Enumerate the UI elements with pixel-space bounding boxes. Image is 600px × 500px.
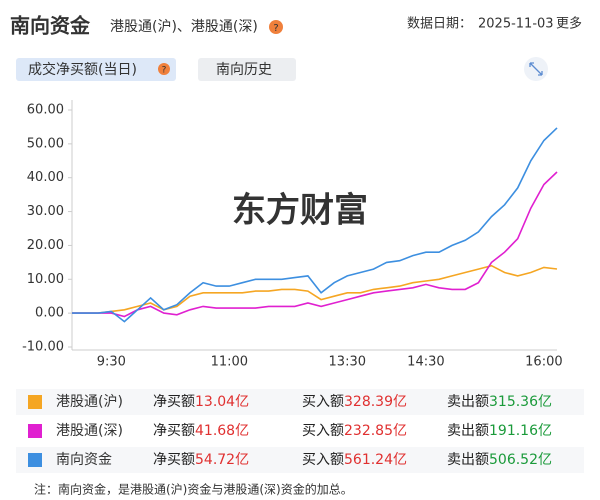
tab-active[interactable]: [16, 58, 176, 81]
table-cell: 买入额232.85亿: [302, 423, 407, 439]
y-tick-label: 20.00: [27, 238, 64, 253]
plot: 60.00 50.00 40.00 30.00 20.00 10.00 0.00 -10.00…: [22, 103, 563, 370]
table-cell: 净买额13.04亿: [153, 394, 249, 410]
table-cell: 买入额561.24亿: [302, 452, 407, 468]
x-tick-label: 9:30: [97, 355, 126, 370]
y-tick-label: -10.00: [22, 340, 64, 355]
table-cell: 卖出额506.52亿: [447, 452, 552, 468]
y-tick-label: 60.00: [27, 103, 64, 118]
x-tick-label: 11:00: [211, 355, 248, 370]
x-tick-label: 14:30: [407, 355, 444, 370]
table-cell: 净买额54.72亿: [153, 452, 249, 468]
subtitle: 港股通(沪)、港股通(深): [110, 19, 258, 35]
cell-label: 卖出额: [447, 394, 489, 410]
cell-value: 506.52亿: [489, 452, 552, 468]
table-cell: 卖出额191.16亿: [447, 423, 552, 439]
table-cell: 净买额41.68亿: [153, 423, 249, 439]
cell-value: 561.24亿: [344, 452, 407, 468]
cell-value: 191.16亿: [489, 423, 552, 439]
row-bg: [16, 418, 584, 444]
legend-label: 南向资金: [56, 452, 112, 468]
cell-label: 净买额: [153, 394, 195, 410]
cell-label: 卖出额: [447, 452, 489, 468]
cell-label: 净买额: [153, 452, 195, 468]
x-tick-label: 16:00: [525, 355, 562, 370]
tab[interactable]: [198, 58, 296, 81]
note: 注：南向资金，是港股通(沪)资金与港股通(深)资金的加总。: [34, 482, 353, 497]
legend-swatch: [28, 424, 42, 438]
cell-label: 净买额: [153, 423, 195, 439]
legend-label: 港股通(沪): [56, 394, 123, 410]
cell-value: 232.85亿: [344, 423, 407, 439]
legend-swatch: [28, 453, 42, 467]
table-cell: 卖出额315.36亿: [447, 394, 552, 410]
help-text: ?: [162, 66, 167, 76]
help-text: ?: [273, 23, 278, 34]
cell-value: 41.68亿: [195, 423, 249, 439]
date-label: 数据日期：: [407, 17, 472, 32]
cell-label: 卖出额: [447, 423, 489, 439]
tab-label: 成交净买额(当日): [28, 61, 137, 78]
y-tick-label: 30.00: [27, 204, 64, 219]
cell-label: 买入额: [302, 452, 344, 468]
cell-value: 54.72亿: [195, 452, 249, 468]
series-line: [72, 171, 558, 318]
y-tick-label: 50.00: [27, 136, 64, 151]
series-line: [72, 127, 558, 323]
table-cell: 买入额328.39亿: [302, 394, 407, 410]
help-icon[interactable]: [158, 63, 170, 75]
cell-label: 买入额: [302, 423, 344, 439]
cell-value: 13.04亿: [195, 394, 249, 410]
cell-value: 315.36亿: [489, 394, 552, 410]
y-tick-label: 40.00: [27, 170, 64, 185]
expand-icon: [529, 62, 543, 76]
row-bg: [16, 389, 584, 415]
y-tick-label: 10.00: [27, 272, 64, 287]
watermark: 东方财富: [232, 191, 368, 231]
title: 南向资金: [10, 14, 91, 38]
tab-label: 南向历史: [216, 62, 272, 78]
summary-table: 港股通(沪) 净买额13.04亿 买入额328.39亿 卖出额315.36亿港股通(深…: [16, 389, 584, 473]
more-link[interactable]: 更多: [556, 16, 582, 32]
legend-swatch: [28, 395, 42, 409]
y-tick-label: 0.00: [35, 306, 64, 321]
date: 2025-11-03: [478, 17, 554, 32]
cell-value: 328.39亿: [344, 394, 407, 410]
legend-label: 港股通(深): [56, 423, 123, 439]
cell-label: 买入额: [302, 394, 344, 410]
series-line: [72, 264, 558, 314]
x-tick-label: 13:30: [329, 355, 366, 370]
help-icon[interactable]: [269, 20, 283, 34]
row-bg: [16, 447, 584, 473]
